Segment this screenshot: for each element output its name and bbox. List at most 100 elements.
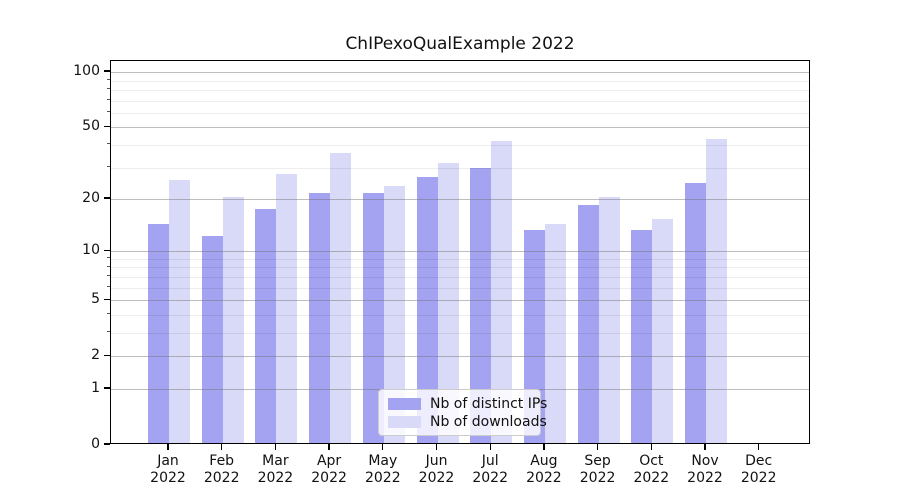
x-tick-month: May [368,453,398,469]
y-tick-mark-2 [104,354,110,356]
x-tick-mark-dec [758,444,760,450]
x-tick-year: 2022 [687,470,723,486]
y-minor-tick-mark-60 [107,111,110,113]
x-tick-month: Aug [530,453,558,469]
bar-downloads-feb [222,197,244,443]
legend-label-distinct-ips: Nb of distinct IPs [430,395,548,412]
major-gridline-5 [111,300,809,302]
y-minor-tick-mark-70 [107,99,110,101]
major-gridline-10 [111,251,809,253]
x-tick-year: 2022 [257,470,294,486]
y-tick-label-50: 50 [82,118,100,135]
x-tick-label-jan: Jan 2022 [133,453,203,487]
y-tick-label-20: 20 [82,190,100,206]
minor-gridline-40 [111,144,809,146]
legend-swatch-distinct-ips [388,397,421,410]
x-tick-mark-sep [596,444,599,450]
legend-swatch-downloads [388,415,421,428]
y-tick-label-1: 1 [91,379,100,396]
major-gridline-100 [111,72,809,74]
bar-distinct-ips-apr [309,193,331,443]
bar-distinct-ips-nov [685,182,706,443]
x-tick-year: 2022 [150,470,186,486]
x-tick-label-mar: Mar 2022 [240,453,310,487]
legend-label-downloads: Nb of downloads [430,413,547,430]
bar-distinct-ips-oct [631,229,653,443]
minor-gridline-8 [111,267,809,269]
x-tick-month: Jul [481,453,499,469]
minor-gridline-3 [111,332,809,334]
x-tick-mark-aug [543,444,545,450]
bar-distinct-ips-may [362,193,384,443]
y-minor-tick-mark-8 [107,265,110,267]
bar-downloads-aug [544,224,566,443]
bar-distinct-ips-jan [148,224,169,443]
x-tick-year: 2022 [633,470,670,486]
major-gridline-2 [111,356,809,358]
x-tick-year: 2022 [364,470,401,486]
y-minor-tick-mark-4 [107,313,110,315]
bar-distinct-ips-jul [470,168,492,443]
minor-gridline-80 [111,89,809,91]
x-tick-label-aug: Aug 2022 [509,453,579,487]
x-tick-mark-feb [221,444,223,450]
x-tick-label-jun: Jun 2022 [402,453,472,487]
y-minor-tick-mark-6 [107,286,110,288]
y-tick-mark-0 [104,443,110,445]
y-tick-mark-20 [104,197,110,199]
x-tick-year: 2022 [472,470,508,486]
x-tick-mark-mar [274,444,277,450]
bar-downloads-mar [276,173,298,443]
minor-gridline-7 [111,276,809,278]
x-tick-month: Nov [691,453,719,469]
y-minor-tick-mark-40 [107,143,110,145]
x-tick-year: 2022 [203,470,240,486]
legend: Nb of distinct IPs Nb of downloads [378,389,547,436]
x-tick-label-may: May 2022 [348,453,418,487]
x-tick-year: 2022 [579,470,616,486]
y-minor-tick-mark-90 [107,79,110,81]
y-tick-label-10: 10 [82,242,100,259]
bar-downloads-jun [437,162,459,443]
x-tick-mark-jun [435,444,438,450]
y-tick-label-100: 100 [73,63,100,80]
x-tick-month: Sep [584,453,611,469]
legend-item-downloads: Nb of downloads [388,413,547,430]
x-tick-mark-jul [489,444,491,450]
x-tick-month: Mar [262,453,289,469]
x-tick-month: Jan [157,453,179,469]
y-tick-mark-50 [104,125,110,127]
bar-downloads-apr [330,153,352,443]
major-gridline-50 [111,127,809,129]
x-tick-year: 2022 [526,470,562,486]
x-tick-year: 2022 [418,470,455,486]
x-tick-mark-apr [328,444,330,450]
x-tick-month: Apr [316,453,342,469]
y-minor-tick-mark-7 [107,275,110,277]
minor-gridline-60 [111,112,809,114]
y-minor-tick-mark-9 [107,257,110,259]
bar-distinct-ips-sep [577,205,599,443]
bar-distinct-ips-mar [255,209,277,443]
y-tick-mark-10 [104,249,110,251]
legend-item-distinct-ips: Nb of distinct IPs [388,395,547,412]
x-tick-month: Jun [425,453,448,469]
x-tick-year: 2022 [740,470,777,486]
x-tick-label-jul: Jul 2022 [455,453,525,487]
bar-distinct-ips-jun [416,176,438,443]
plot-area [110,60,810,444]
x-tick-label-dec: Dec 2022 [724,453,794,487]
x-tick-mark-nov [704,444,706,450]
y-tick-mark-5 [104,298,110,300]
x-tick-mark-oct [650,444,652,450]
y-tick-label-2: 2 [91,347,100,364]
minor-gridline-70 [111,100,809,102]
major-gridline-20 [111,199,809,200]
minor-gridline-6 [111,287,809,289]
x-tick-label-sep: Sep 2022 [563,453,633,487]
bar-downloads-nov [706,139,727,443]
x-tick-month: Dec [745,453,773,469]
bar-downloads-jul [491,141,513,443]
minor-gridline-9 [111,258,809,260]
